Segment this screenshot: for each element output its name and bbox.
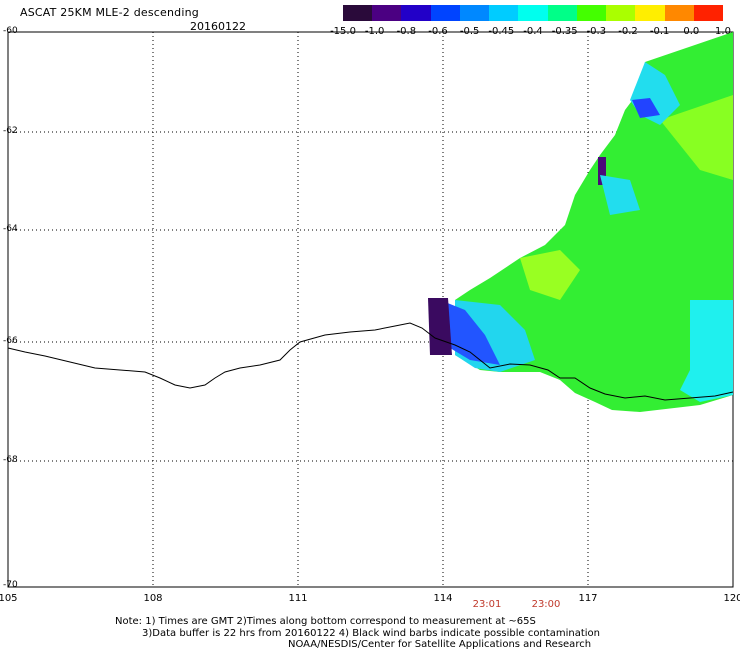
colorbar-swatch: [693, 5, 724, 21]
note-line-1: Note: 1) Times are GMT 2)Times along bot…: [115, 616, 536, 627]
colorbar-swatch: [664, 5, 694, 21]
y-tick-label: -68: [3, 455, 18, 465]
x-tick-label: 105: [0, 593, 18, 604]
colorbar-swatch: [401, 5, 431, 21]
map-date: 20160122: [190, 20, 246, 33]
colorbar-swatch: [459, 5, 490, 21]
wind-swath: [428, 32, 733, 412]
x-tick-label: 114: [433, 593, 453, 604]
coastline: [7, 322, 734, 401]
swath-green-main: [455, 32, 733, 412]
swath-blue-north: [632, 98, 660, 118]
colorbar-swatch: [576, 5, 607, 21]
colorbar-swatch: [372, 5, 402, 21]
colorbar-swatch: [547, 5, 577, 21]
time-label: 23:01: [472, 599, 502, 610]
map-title: ASCAT 25KM MLE-2 descending: [20, 6, 199, 19]
colorbar: [343, 5, 724, 21]
note-line-2: 3)Data buffer is 22 hrs from 20160122 4)…: [142, 628, 600, 639]
x-tick-label: 117: [578, 593, 598, 604]
x-tick-label: 120: [723, 593, 740, 604]
swath-lime-patch: [520, 250, 580, 300]
swath-cyan-east: [680, 300, 733, 402]
swath-lime-east: [660, 95, 733, 180]
x-tick-label: 111: [288, 593, 308, 604]
colorbar-swatch: [343, 5, 373, 21]
time-label: 23:00: [531, 599, 561, 610]
colorbar-swatch: [489, 5, 519, 21]
y-tick-label: -62: [3, 126, 18, 136]
note-line-3: NOAA/NESDIS/Center for Satellite Applica…: [288, 639, 592, 650]
y-tick-label: -70: [3, 580, 18, 590]
y-tick-label: -66: [3, 336, 18, 346]
x-tick-label: 108: [143, 593, 163, 604]
swath-cyan-mid: [600, 175, 640, 215]
y-tick-label: -64: [3, 224, 18, 234]
colorbar-swatch: [430, 5, 460, 21]
colorbar-swatch: [518, 5, 548, 21]
swath-blue-west: [440, 300, 500, 365]
colorbar-swatch: [635, 5, 665, 21]
swath-purple-west: [428, 298, 452, 355]
y-tick-label: -60: [3, 26, 18, 36]
colorbar-swatch: [606, 5, 636, 21]
